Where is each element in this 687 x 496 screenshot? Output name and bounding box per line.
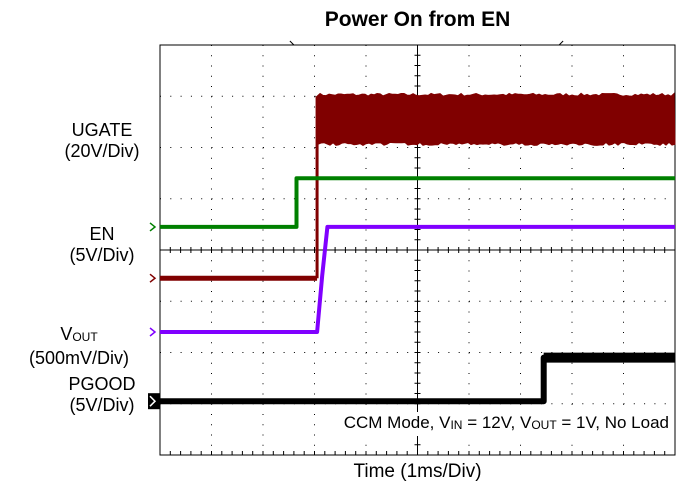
test-conditions-annotation: CCM Mode, VIN = 12V, VOUT = 1V, No Load	[339, 412, 673, 436]
trigger-marker	[558, 40, 564, 46]
pgood-name: PGOOD	[68, 374, 136, 394]
ugate-label: UGATE (20V/Div)	[46, 120, 158, 162]
trigger-marker	[289, 40, 295, 46]
ugate-scale: (20V/Div)	[64, 141, 140, 161]
vout-label: VOUT (500mV/Div)	[0, 324, 158, 369]
vout-trace	[160, 224, 675, 334]
ugate-ground-marker	[149, 273, 157, 283]
pgood-high-band	[543, 352, 675, 363]
vout-name: VOUT	[60, 324, 98, 344]
vout-scale: (500mV/Div)	[28, 348, 130, 368]
en-label: EN (5V/Div)	[46, 224, 158, 266]
pgood-scale: (5V/Div)	[69, 395, 135, 415]
pgood-label: PGOOD (5V/Div)	[46, 374, 158, 416]
ugate-name: UGATE	[71, 120, 133, 140]
ugate-switching-band	[316, 92, 676, 146]
vout-ground-marker	[149, 327, 157, 337]
x-axis-label: Time (1ms/Div)	[353, 461, 482, 482]
en-trace	[160, 176, 675, 229]
en-name: EN	[89, 224, 115, 244]
en-ground-marker	[149, 222, 157, 232]
pgood-ground-marker-arrow	[149, 395, 157, 407]
chart-title: Power On from EN	[324, 8, 511, 31]
en-scale: (5V/Div)	[69, 245, 135, 265]
